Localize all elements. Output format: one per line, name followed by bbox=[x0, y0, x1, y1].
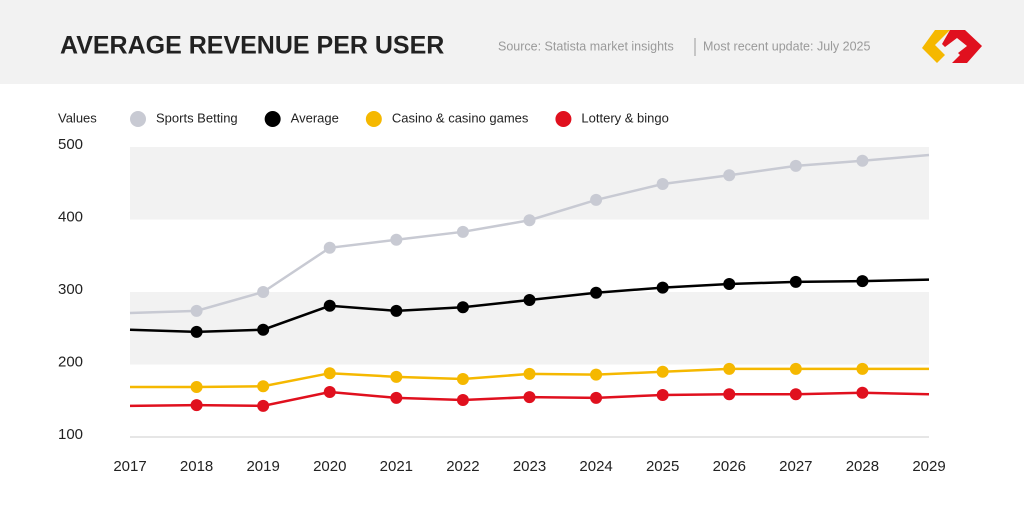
point bbox=[390, 370, 403, 383]
point bbox=[723, 388, 736, 401]
x-tick-label: 2025 bbox=[646, 458, 679, 475]
point bbox=[456, 225, 469, 238]
point bbox=[723, 169, 736, 182]
point bbox=[190, 399, 203, 412]
series bbox=[130, 362, 929, 393]
point bbox=[190, 325, 203, 338]
point bbox=[323, 367, 336, 380]
point bbox=[590, 193, 603, 206]
x-tick-label: 2022 bbox=[446, 458, 479, 475]
x-tick-label: 2028 bbox=[846, 458, 879, 475]
legend-marker bbox=[365, 111, 382, 127]
point bbox=[590, 286, 603, 299]
point bbox=[257, 380, 270, 393]
point bbox=[523, 367, 536, 380]
point bbox=[789, 362, 802, 375]
point bbox=[656, 177, 669, 190]
point bbox=[789, 388, 802, 401]
point bbox=[723, 362, 736, 375]
point bbox=[523, 214, 536, 227]
legend-label: Sports Betting bbox=[156, 110, 238, 125]
point bbox=[323, 241, 336, 254]
legend-label: Lottery & bingo bbox=[581, 110, 668, 125]
x-tick-label: 2018 bbox=[180, 458, 213, 475]
x-tick-label: 2026 bbox=[713, 458, 746, 475]
source: Source: Statista market insights bbox=[498, 39, 674, 53]
y-tick-label: 300 bbox=[58, 281, 83, 298]
point bbox=[257, 286, 270, 298]
point bbox=[656, 281, 669, 294]
point bbox=[789, 159, 802, 172]
x-tick-label: 2019 bbox=[246, 458, 279, 475]
update: Most recent update: July 2025 bbox=[703, 39, 871, 53]
point bbox=[257, 399, 270, 412]
x-tick-label: 2021 bbox=[380, 458, 413, 475]
x-tick-label: 2020 bbox=[313, 458, 346, 475]
header-band bbox=[0, 0, 1024, 84]
x-tick-label: 2023 bbox=[513, 458, 546, 475]
point bbox=[856, 275, 869, 288]
point bbox=[856, 386, 869, 399]
legend-label: Casino & casino games bbox=[392, 110, 529, 125]
legend-label: Average bbox=[291, 110, 339, 125]
point bbox=[590, 368, 603, 381]
point bbox=[190, 380, 203, 393]
point bbox=[323, 386, 336, 399]
logo bbox=[922, 30, 982, 63]
series bbox=[129, 275, 930, 338]
chart-title: AVERAGE REVENUE PER USER bbox=[60, 32, 444, 60]
grid-band bbox=[130, 147, 929, 220]
x-tick-label: 2024 bbox=[579, 458, 612, 475]
point bbox=[856, 154, 869, 167]
point bbox=[257, 323, 270, 336]
point bbox=[190, 304, 203, 317]
point bbox=[590, 391, 603, 404]
point bbox=[390, 233, 403, 246]
point bbox=[456, 301, 469, 314]
x-tick-label: 2029 bbox=[912, 458, 945, 475]
y-tick-label: 400 bbox=[58, 208, 83, 225]
point bbox=[323, 299, 336, 312]
y-axis-label: Values bbox=[58, 110, 97, 125]
point bbox=[789, 275, 802, 288]
legend-marker bbox=[264, 111, 281, 127]
point bbox=[656, 365, 669, 378]
y-tick-label: 100 bbox=[58, 426, 83, 443]
point bbox=[523, 391, 536, 404]
point bbox=[856, 362, 869, 375]
point bbox=[656, 388, 669, 401]
point bbox=[723, 278, 736, 291]
point bbox=[390, 391, 403, 404]
series bbox=[129, 153, 930, 317]
legend-marker bbox=[130, 111, 146, 127]
x-tick-label: 2017 bbox=[113, 458, 146, 475]
x-tick-label: 2027 bbox=[779, 458, 812, 475]
series bbox=[129, 386, 930, 412]
y-tick-label: 500 bbox=[58, 136, 83, 153]
y-tick-label: 200 bbox=[58, 353, 83, 370]
legend-marker bbox=[555, 111, 572, 127]
point bbox=[523, 293, 536, 306]
point bbox=[456, 394, 469, 407]
point bbox=[390, 304, 403, 317]
point bbox=[456, 373, 469, 385]
